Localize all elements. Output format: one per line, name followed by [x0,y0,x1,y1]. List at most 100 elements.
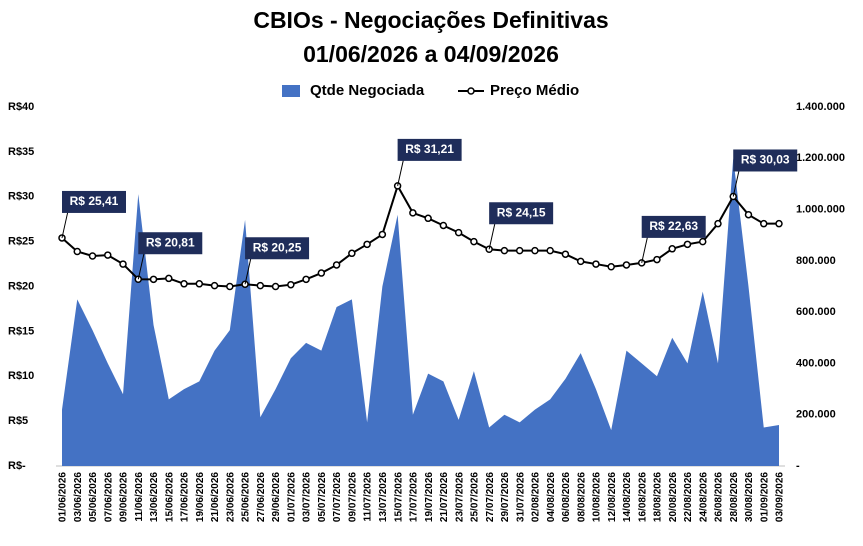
x-tick-label: 20/08/2026 [668,472,679,522]
data-label: R$ 31,21 [405,142,454,156]
data-label: R$ 22,63 [649,219,698,233]
line-marker [104,251,112,259]
line-marker [714,219,722,228]
legend-swatch [282,85,300,97]
data-label-box [733,149,798,172]
x-tick-label: 01/07/2026 [286,472,297,522]
x-tick-label: 26/08/2026 [714,472,725,522]
line-marker [332,261,341,269]
legend-marker [467,87,475,95]
line-marker [470,237,478,246]
x-tick-label: 15/07/2026 [393,472,404,522]
x-tick-label: 13/07/2026 [378,472,389,522]
line-marker [683,240,692,249]
area [62,158,779,467]
x-tick-label: 13/06/2026 [149,472,160,522]
x-tick-label: 31/07/2026 [515,472,526,522]
x-tick-label: 23/07/2026 [454,472,465,522]
x-tick-label: 01/09/2026 [759,472,770,522]
x-tick-label: 03/06/2026 [73,472,84,522]
x-tick-label: 06/08/2026 [561,472,572,522]
x-tick-label: 28/08/2026 [729,472,740,522]
data-label-box [489,202,554,225]
x-tick-label: 01/06/2026 [58,472,69,522]
y-tick-label: R$20 [8,280,34,292]
x-tick-label: 14/08/2026 [622,472,633,522]
chart-subtitle: 01/06/2026 a 04/09/2026 [303,41,559,67]
line-marker [454,228,463,237]
line-marker [531,246,539,255]
x-tick-label: 07/06/2026 [103,472,114,522]
x-tick-label: 04/08/2026 [546,472,557,522]
line-marker [226,282,234,291]
line-marker [363,240,371,249]
y-tick-label: R$35 [8,146,34,158]
y2-tick-label: 1.200.000 [796,152,845,164]
x-tick-label: 24/08/2026 [698,472,709,522]
x-tick-label: 29/07/2026 [500,472,511,522]
x-tick-label: 03/07/2026 [302,472,313,522]
x-tick-label: 21/07/2026 [439,472,450,522]
line-marker [561,250,570,258]
line-marker [759,219,768,228]
y-tick-label: R$30 [8,191,34,203]
y2-tick-label: 1.000.000 [796,203,845,215]
line-marker [180,280,188,288]
x-tick-label: 10/08/2026 [592,472,603,522]
data-label-box [245,237,310,260]
x-tick-label: 30/08/2026 [744,472,755,522]
line-marker [500,246,509,255]
x-tick-label: 22/08/2026 [683,472,694,522]
x-tick-label: 05/07/2026 [317,472,328,522]
y2-tick-label: 800.000 [796,255,836,267]
x-tick-label: 02/08/2026 [531,472,542,522]
line-marker [439,221,448,230]
line-marker [195,280,204,288]
x-tick-label: 19/07/2026 [424,472,435,522]
x-tick-label: 17/06/2026 [180,472,191,522]
y-tick-label: R$25 [8,236,34,248]
line-marker [607,263,615,271]
y-tick-label: R$- [8,460,26,472]
x-tick-label: 12/08/2026 [607,472,618,522]
line-marker [592,260,600,268]
line-marker [73,247,82,256]
x-tick-label: 19/06/2026 [195,472,206,522]
line-marker [653,255,661,264]
y2-tick-label: 200.000 [796,409,836,421]
line-marker [88,252,97,260]
line-marker [576,257,585,266]
x-tick-label: 23/06/2026 [225,472,236,522]
legend-label: Qtde Negociada [310,82,425,99]
x-tick-label: 05/06/2026 [88,472,99,522]
x-tick-label: 11/06/2026 [134,472,145,522]
y-tick-label: R$10 [8,370,34,382]
y2-tick-label: 400.000 [796,357,836,369]
x-tick-label: 07/07/2026 [332,472,343,522]
x-tick-label: 21/06/2026 [210,472,221,522]
data-label: R$ 20,25 [253,240,302,254]
line-marker [302,275,310,284]
legend-label: Preço Médio [490,82,579,99]
line-marker [546,246,554,255]
x-tick-label: 16/08/2026 [637,472,648,522]
line-marker [287,280,295,289]
y-tick-label: R$15 [8,325,34,337]
line-marker [119,260,127,268]
data-label-box [397,138,462,161]
x-tick-label: 09/07/2026 [347,472,358,522]
x-tick-label: 27/07/2026 [485,472,496,522]
x-tick-label: 09/06/2026 [119,472,130,522]
data-label-box [138,232,203,255]
line-marker [256,281,265,290]
x-tick-label: 17/07/2026 [409,472,420,522]
x-tick-label: 18/08/2026 [653,472,664,522]
data-label: R$ 20,81 [146,235,195,249]
line-marker [271,282,280,291]
x-tick-label: 25/07/2026 [470,472,481,522]
x-tick-label: 25/06/2026 [241,472,252,522]
line-marker [515,246,524,255]
data-label-box [641,215,706,238]
line-marker [409,209,417,217]
